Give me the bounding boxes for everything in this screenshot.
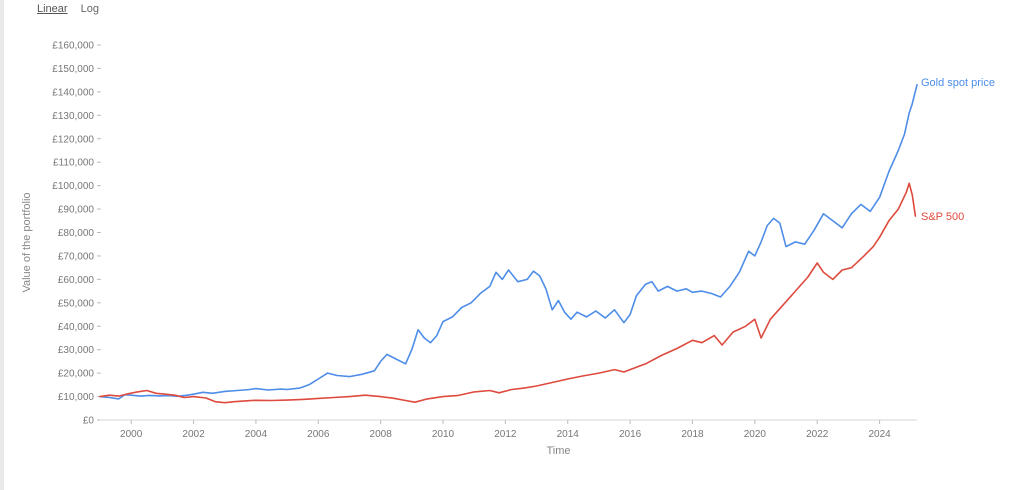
- left-border: [0, 0, 4, 490]
- x-tick-label: 2024: [868, 429, 891, 440]
- x-axis-title: Time: [546, 445, 570, 457]
- x-tick-label: 2014: [557, 429, 580, 440]
- x-tick-label: 2010: [432, 429, 455, 440]
- scale-toggle: Linear Log: [37, 3, 109, 15]
- series-lines: [99, 84, 918, 404]
- log-scale-button[interactable]: Log: [80, 3, 99, 15]
- series-line-sp500: [99, 182, 917, 404]
- x-tick-label: 2004: [245, 429, 268, 440]
- y-tick-label: £50,000: [58, 298, 95, 309]
- y-tick-label: £70,000: [58, 251, 95, 262]
- y-tick-label: £100,000: [52, 181, 94, 192]
- y-tick-label: £20,000: [58, 369, 95, 380]
- y-tick-label: £150,000: [52, 64, 94, 75]
- x-tick-label: 2012: [494, 429, 517, 440]
- x-tick-label: 2002: [182, 429, 205, 440]
- series-line-gold: [99, 84, 918, 400]
- y-tick-label: £160,000: [52, 41, 94, 52]
- y-tick-label: £90,000: [58, 205, 95, 216]
- x-tick-label: 2022: [806, 429, 829, 440]
- y-tick-label: £130,000: [52, 111, 94, 122]
- y-tick-label: £40,000: [58, 322, 95, 333]
- x-tick-label: 2018: [681, 429, 704, 440]
- linear-scale-button[interactable]: Linear: [37, 3, 68, 15]
- x-tick-label: 2016: [619, 429, 642, 440]
- y-tick-label: £30,000: [58, 345, 95, 356]
- y-tick-label: £80,000: [58, 228, 95, 239]
- y-axis-title: Value of the portfolio: [21, 192, 33, 292]
- x-tick-label: 2020: [744, 429, 767, 440]
- y-tick-label: £140,000: [52, 87, 94, 98]
- y-tick-label: £0: [83, 416, 95, 427]
- x-axis: 2000 2002 2004 2006 2008 2010 2012 2014 2016 2018…: [100, 419, 917, 440]
- x-tick-label: 2000: [120, 429, 143, 440]
- y-tick-label: £10,000: [58, 392, 95, 403]
- series-label-sp500: S&P 500: [921, 211, 964, 223]
- y-axis: £0 £10,000 £20,000 £30,000 £40,000 £50,000 £60…: [52, 41, 101, 427]
- y-tick-label: £120,000: [52, 134, 94, 145]
- series-label-gold: Gold spot price: [921, 77, 995, 89]
- x-tick-label: 2008: [370, 429, 393, 440]
- y-tick-label: £60,000: [58, 275, 95, 286]
- y-tick-label: £110,000: [53, 158, 94, 169]
- x-tick-label: 2006: [307, 429, 330, 440]
- series-labels: Gold spot price S&P 500: [921, 77, 995, 223]
